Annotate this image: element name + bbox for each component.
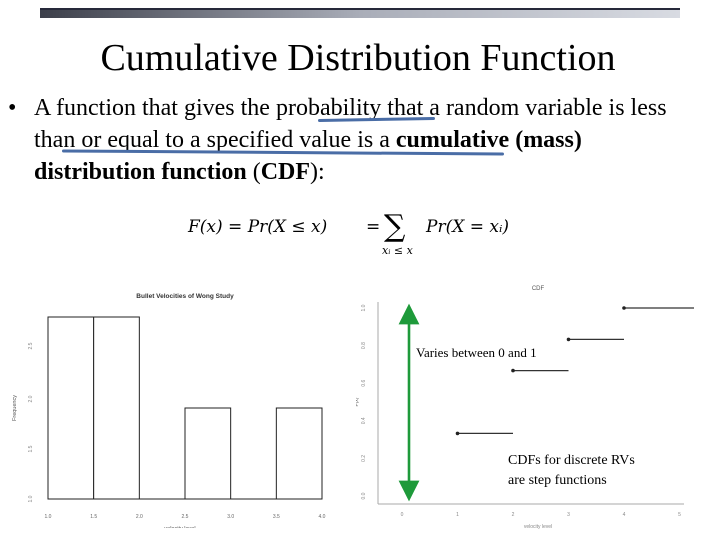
cdf-x-tick: 3: [567, 512, 570, 518]
histogram-y-tick: 1.5: [28, 445, 34, 452]
cdf-chart: CDF 0.0 0.2 0.4 0.6 0.8 1.0 0 1 2 3 4 5 F(x) velocity …: [356, 286, 694, 530]
top-decorative-bar: [40, 8, 680, 18]
formula-rhs: Pr(X = xᵢ): [425, 217, 509, 237]
histogram-x-tick: 4.0: [319, 514, 326, 520]
annotation-varies: Varies between 0 and 1: [416, 344, 537, 362]
cdf-y-tick: 0.2: [361, 455, 367, 462]
cdf-step-point: [511, 368, 515, 373]
cdf-title: CDF: [532, 286, 545, 292]
formula-lhs: F(x) = Pr(X ≤ x): [187, 217, 327, 237]
histogram-x-tick: 2.0: [136, 514, 143, 520]
histogram-x-tick: 3.0: [227, 514, 234, 520]
cdf-y-tick: 0.4: [361, 417, 367, 424]
annotation-step-line1: CDFs for discrete RVs: [508, 453, 635, 468]
cdf-x-label: velocity level: [524, 524, 552, 530]
cdf-y-tick: 0.6: [361, 380, 367, 387]
formula-subscript: xᵢ ≤ x: [382, 244, 414, 257]
bullet-term-cdf: CDF: [260, 159, 311, 185]
bullet-text-part3: is less than or equal to a specified val…: [34, 95, 667, 153]
histogram-x-label: velocity level: [164, 526, 195, 528]
bullet-term-probability: probability: [275, 95, 382, 121]
cdf-formula: F(x) = Pr(X ≤ x) = ∑ xᵢ ≤ x Pr(X = xᵢ): [187, 209, 509, 257]
cdf-x-tick: 2: [512, 512, 515, 518]
bullet-text-part1: A function that gives the: [34, 95, 276, 121]
bullet-text-part6: ):: [310, 159, 325, 185]
histogram-x-tick: 3.5: [273, 514, 280, 520]
bullet-text-part4: is a: [351, 127, 396, 153]
bullet-text-part5: (: [246, 159, 261, 185]
histogram-x-tick: 1.0: [45, 514, 52, 520]
histogram-title: Bullet Velocities of Wong Study: [136, 293, 234, 300]
histogram-bar: [93, 316, 140, 500]
formula-sigma: ∑: [384, 209, 406, 244]
cdf-x-tick: 1: [456, 512, 459, 518]
histogram-y-tick: 2.0: [28, 395, 34, 402]
cdf-y-tick: 0.8: [361, 342, 367, 349]
formula-equals: =: [366, 217, 380, 237]
bullet-term-cdf-full: cumulative (mass) distribution function: [34, 127, 582, 185]
cdf-y-tick: 0.0: [361, 492, 367, 499]
histogram-chart: Bullet Velocities of Wong Study 1.0 1.5 2.0…: [12, 293, 326, 528]
cdf-x-tick: 4: [623, 512, 626, 518]
histogram-x-tick: 2.5: [182, 514, 189, 520]
slide-title: Cumulative Distribution Function: [100, 37, 616, 79]
annotation-step-line2: are step functions: [508, 473, 607, 488]
cdf-x-tick: 5: [678, 512, 681, 518]
histogram-y-tick: 1.0: [28, 495, 34, 502]
histogram-bar: [184, 407, 232, 500]
cdf-step-point: [455, 431, 460, 436]
cdf-y-label: F(x): [356, 397, 360, 406]
bullet-text-part2: that a random variable: [381, 95, 609, 121]
cdf-x-tick: 0: [401, 512, 404, 518]
cdf-step-point: [566, 337, 571, 342]
annotation-step-functions: CDFs for discrete RVs are step functions: [508, 451, 635, 491]
histogram-bar: [47, 316, 95, 500]
histogram-x-tick: 1.5: [90, 514, 97, 520]
histogram-bar: [275, 407, 323, 500]
histogram-y-tick: 2.5: [28, 342, 34, 349]
bullet-text: A function that gives the probability th…: [34, 92, 706, 188]
cdf-step-point: [622, 306, 626, 310]
histogram-y-label: Frequency: [12, 395, 18, 421]
bullet-symbol: •: [8, 95, 17, 121]
cdf-y-tick: 1.0: [361, 304, 367, 311]
